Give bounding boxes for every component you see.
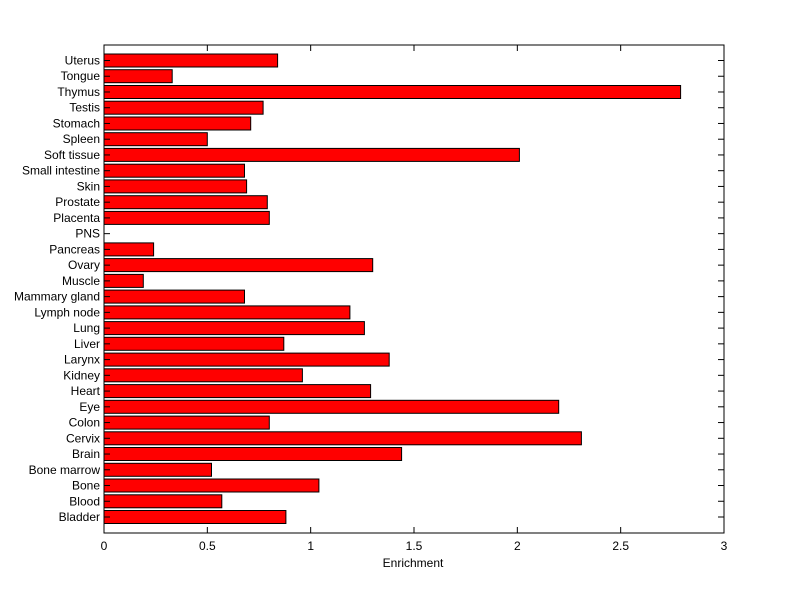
category-label-kidney: Kidney [63, 368, 100, 382]
bar-liver [103, 336, 285, 351]
bar-cervix [103, 431, 582, 446]
category-label-bladder: Bladder [59, 510, 100, 524]
category-label-lung: Lung [73, 321, 100, 335]
category-label-skin: Skin [77, 179, 100, 193]
category-label-soft-tissue: Soft tissue [44, 148, 100, 162]
category-label-prostate: Prostate [55, 195, 100, 209]
category-label-placenta: Placenta [53, 211, 100, 225]
bar-spleen [103, 132, 208, 147]
category-label-muscle: Muscle [62, 274, 100, 288]
bar-bladder [103, 510, 287, 524]
x-tick-label-3: 1.5 [406, 539, 423, 553]
bar-placenta [103, 210, 270, 225]
category-label-tongue: Tongue [61, 69, 101, 83]
bar-heart [103, 384, 372, 399]
category-label-lymph-node: Lymph node [34, 305, 100, 319]
category-label-bone: Bone [72, 479, 100, 493]
category-label-ovary: Ovary [68, 258, 100, 272]
category-label-small-intestine: Small intestine [22, 164, 100, 178]
bar-colon [103, 415, 270, 430]
bar-testis [103, 100, 264, 115]
x-tick-labels-group: 0 0.5 1 1.5 2 2.5 3 [101, 539, 728, 553]
category-label-larynx: Larynx [64, 353, 100, 367]
category-label-thymus: Thymus [57, 85, 100, 99]
bar-mammary-gland [103, 289, 245, 304]
bar-larynx [103, 352, 390, 367]
category-label-testis: Testis [69, 101, 100, 115]
x-tick-label-4: 2 [514, 539, 521, 553]
bars-group [103, 53, 682, 524]
bar-tongue [103, 69, 173, 84]
bar-kidney [103, 368, 303, 383]
bar-stomach [103, 116, 252, 131]
bar-blood [103, 494, 223, 509]
category-label-cervix: Cervix [66, 431, 100, 445]
category-label-heart: Heart [71, 384, 101, 398]
bar-lymph-node [103, 305, 351, 320]
category-label-bone-marrow: Bone marrow [29, 463, 101, 477]
bar-brain [103, 447, 403, 461]
category-label-colon: Colon [69, 416, 100, 430]
bar-soft-tissue [103, 147, 520, 162]
category-label-pancreas: Pancreas [49, 242, 100, 256]
category-label-eye: Eye [79, 400, 100, 414]
x-axis-label: Enrichment [383, 556, 444, 570]
bar-prostate [103, 195, 268, 210]
x-tick-label-0: 0 [101, 539, 108, 553]
bar-uterus [103, 53, 279, 68]
bar-thymus [103, 85, 682, 99]
category-label-blood: Blood [69, 494, 100, 508]
category-label-uterus: Uterus [65, 54, 100, 68]
bar-lung [103, 321, 365, 336]
category-label-spleen: Spleen [63, 132, 100, 146]
bar-eye [103, 399, 560, 414]
bar-skin [103, 179, 248, 194]
bar-bone-marrow [103, 462, 212, 477]
bar-ovary [103, 258, 374, 273]
category-label-pns: PNS [75, 227, 100, 241]
ticks-group [103, 45, 725, 533]
x-tick-label-5: 2.5 [612, 539, 629, 553]
bar-pancreas [103, 242, 155, 257]
bar-small-intestine [103, 163, 245, 178]
category-label-stomach: Stomach [53, 116, 100, 130]
category-label-brain: Brain [72, 447, 100, 461]
category-label-mammary-gland: Mammary gland [14, 290, 100, 304]
x-tick-label-2: 1 [307, 539, 314, 553]
x-tick-label-1: 0.5 [199, 539, 216, 553]
x-tick-label-6: 3 [721, 539, 728, 553]
category-label-liver: Liver [74, 337, 100, 351]
bar-bone [103, 478, 320, 493]
